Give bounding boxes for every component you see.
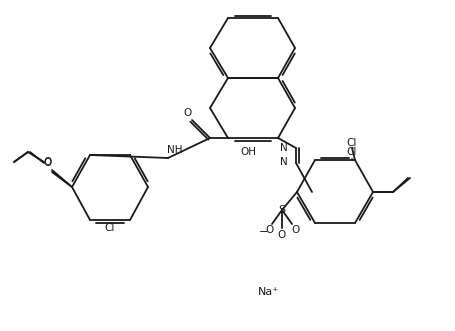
Text: O: O bbox=[291, 225, 299, 235]
Text: O: O bbox=[265, 225, 273, 235]
Text: O: O bbox=[43, 157, 51, 167]
Text: O: O bbox=[183, 108, 191, 118]
Text: Cl: Cl bbox=[105, 223, 115, 233]
Text: Na⁺: Na⁺ bbox=[258, 287, 278, 297]
Text: N: N bbox=[280, 157, 288, 167]
Text: S: S bbox=[278, 205, 286, 215]
Text: NH: NH bbox=[167, 145, 183, 155]
Text: O: O bbox=[43, 158, 51, 168]
Text: OH: OH bbox=[240, 147, 256, 157]
Text: Cl: Cl bbox=[347, 147, 357, 157]
Text: O: O bbox=[278, 230, 286, 240]
Text: N: N bbox=[280, 143, 288, 153]
Text: −: − bbox=[259, 227, 269, 237]
Text: Cl: Cl bbox=[347, 138, 357, 148]
